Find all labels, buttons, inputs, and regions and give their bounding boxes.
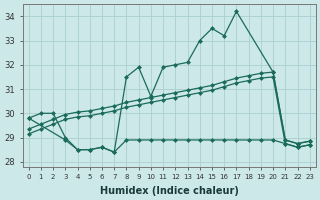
X-axis label: Humidex (Indice chaleur): Humidex (Indice chaleur) — [100, 186, 239, 196]
